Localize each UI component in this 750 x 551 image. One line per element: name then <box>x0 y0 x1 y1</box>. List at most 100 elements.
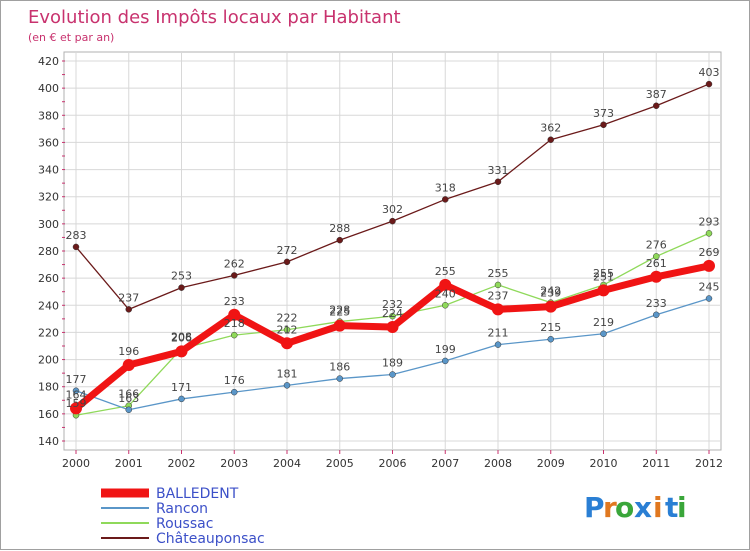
y-tick-label: 280 <box>38 245 59 258</box>
y-tick-label: 360 <box>38 136 59 149</box>
legend-label: Châteauponsac <box>156 531 265 547</box>
data-label: 219 <box>593 316 614 329</box>
data-label-layer: 283 237 253 262 272 288 302 318 331 362 373 387 403 1… <box>66 66 720 410</box>
data-point <box>389 217 396 225</box>
legend-label: Roussac <box>156 516 213 532</box>
grid-layer <box>63 51 722 451</box>
x-tick-label: 2004 <box>273 457 301 470</box>
data-label: 176 <box>224 374 245 387</box>
data-label: 166 <box>118 388 139 401</box>
data-label: 233 <box>646 297 667 310</box>
y-tick-label: 400 <box>38 82 59 95</box>
data-point <box>178 395 185 403</box>
data-point <box>72 243 80 251</box>
data-label: 215 <box>540 321 561 334</box>
proxiti-logo: Pro x i ti <box>584 491 687 524</box>
data-label: 253 <box>171 270 192 283</box>
data-point <box>281 337 293 350</box>
data-label: 276 <box>646 238 667 251</box>
x-tick-label: 2010 <box>590 457 618 470</box>
series-layer <box>70 80 715 419</box>
data-point <box>228 308 241 321</box>
x-tick-label: 2012 <box>695 457 723 470</box>
data-point <box>597 284 610 297</box>
y-tick-label: 320 <box>38 191 59 204</box>
x-tick-label: 2005 <box>326 457 354 470</box>
data-label: 212 <box>277 323 298 336</box>
data-label: 261 <box>646 257 667 270</box>
data-label: 233 <box>224 295 245 308</box>
data-label: 232 <box>382 298 403 311</box>
x-tick-label: 2000 <box>62 457 90 470</box>
data-point <box>178 284 185 291</box>
data-label: 387 <box>646 88 667 101</box>
data-label: 239 <box>540 287 561 300</box>
logo-letter: o <box>615 491 634 524</box>
data-label: 208 <box>171 331 192 344</box>
data-point <box>439 278 452 291</box>
data-label: 362 <box>540 122 561 135</box>
data-label: 189 <box>382 357 403 370</box>
data-label: 240 <box>435 287 456 300</box>
data-label: 255 <box>593 267 614 280</box>
y-tick-label: 420 <box>38 55 59 68</box>
data-label: 373 <box>593 107 614 120</box>
data-point <box>336 375 343 382</box>
data-point <box>600 330 607 338</box>
data-label: 272 <box>277 244 298 257</box>
data-label: 245 <box>699 281 720 294</box>
data-label: 206 <box>171 331 192 344</box>
x-tick-label: 2009 <box>537 457 565 470</box>
data-point <box>705 295 713 302</box>
x-tick-label: 2003 <box>220 457 248 470</box>
data-point <box>175 345 188 358</box>
data-label: 237 <box>118 291 139 304</box>
data-point <box>389 312 396 320</box>
data-point <box>705 230 713 237</box>
data-point <box>494 281 502 289</box>
x-tick-label: 2006 <box>379 457 407 470</box>
chart-title: Evolution des Impôts locaux par Habitant <box>28 7 401 28</box>
x-tick-label: 2007 <box>431 457 459 470</box>
data-point <box>125 306 132 313</box>
y-tick-label: 340 <box>38 164 59 177</box>
logo-letter: P <box>584 491 605 524</box>
data-point <box>547 335 554 343</box>
x-tick-label: 2011 <box>642 457 670 470</box>
data-point <box>703 259 715 272</box>
data-point <box>386 321 399 333</box>
data-label: 211 <box>488 327 509 340</box>
data-label: 225 <box>329 306 350 319</box>
data-point <box>231 272 238 279</box>
y-tick-label: 160 <box>38 408 59 421</box>
data-point <box>653 311 660 319</box>
data-label: 224 <box>382 307 403 320</box>
legend-label: Rancon <box>156 501 208 517</box>
data-label: 262 <box>224 257 245 270</box>
data-point <box>494 178 502 186</box>
data-label: 283 <box>66 229 87 242</box>
data-point <box>389 371 396 378</box>
data-label: 331 <box>488 164 509 177</box>
data-label: 293 <box>699 215 720 228</box>
data-point <box>125 406 132 414</box>
y-tick-label: 180 <box>38 381 59 394</box>
data-label: 228 <box>329 304 350 317</box>
data-label: 269 <box>699 246 720 259</box>
logo-letter: t <box>665 491 678 524</box>
x-tick-label: 2008 <box>484 457 512 470</box>
data-label: 255 <box>435 265 456 278</box>
data-label: 181 <box>277 367 298 380</box>
data-point <box>442 302 449 309</box>
data-label: 163 <box>118 392 139 405</box>
data-point <box>72 387 80 395</box>
logo-letter: i <box>677 491 687 524</box>
y-tick-label: 220 <box>38 326 59 339</box>
y-tick-label: 140 <box>38 435 59 448</box>
y-tick-label: 200 <box>38 354 59 367</box>
x-tick-label: 2002 <box>168 457 196 470</box>
data-point <box>547 136 554 143</box>
